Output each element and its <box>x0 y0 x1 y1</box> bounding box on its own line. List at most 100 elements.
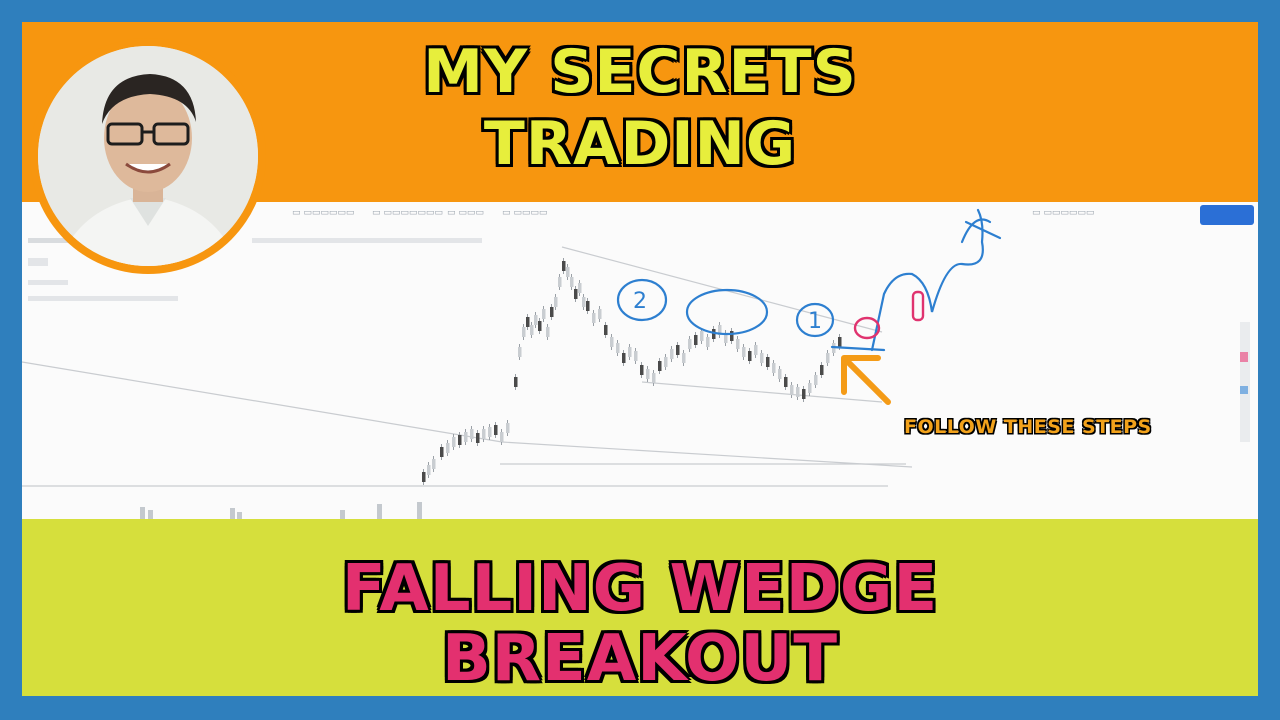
candle-body <box>838 337 842 347</box>
candle-body <box>514 377 518 387</box>
candle-body <box>670 349 674 359</box>
candle-body <box>458 435 462 445</box>
candle-body <box>706 337 710 347</box>
candle-body <box>598 309 602 319</box>
price-scale <box>1240 322 1250 442</box>
candle-body <box>664 357 668 367</box>
bottom-banner: FALLING WEDGE BREAKOUT <box>22 519 1258 696</box>
candle-body <box>534 315 538 325</box>
top-title-line1: MY SECRETS <box>423 37 857 107</box>
candle-body <box>802 389 806 399</box>
pink-step-markers <box>853 290 925 340</box>
pink-target-box <box>911 290 925 322</box>
candle-body <box>476 433 480 443</box>
candle-body <box>530 325 534 335</box>
toolbar-blur: ▭ ▭▭▭▭▭▭ <box>1032 208 1095 218</box>
orange-arrow-icon <box>841 355 891 405</box>
candle-body <box>578 283 582 293</box>
candle-body <box>682 353 686 363</box>
step-label-2: 2 <box>633 289 647 314</box>
candle-body <box>766 357 770 367</box>
candle-body <box>736 339 740 349</box>
candle-body <box>712 329 716 339</box>
blue-step-labels: 2 1 <box>633 289 822 334</box>
candle-body <box>554 297 558 307</box>
step-label-1: 1 <box>808 309 822 334</box>
candle-body <box>570 277 574 287</box>
candle-body <box>452 437 456 447</box>
step-1-circle <box>795 302 835 338</box>
candle-body <box>422 472 426 482</box>
candle-body <box>718 325 722 335</box>
candle-body <box>634 351 638 361</box>
pattern-oval <box>685 288 769 336</box>
candle-body <box>494 425 498 435</box>
candle-body <box>604 325 608 335</box>
candle-body <box>500 432 504 442</box>
candle-body <box>676 345 680 355</box>
candle-body <box>622 353 626 363</box>
candle-body <box>592 313 596 323</box>
thumbnail-frame: MY SECRETS TRADING ▭ ▭▭▭▭▭▭ ▭ ▭▭▭▭▭▭▭ ▭ … <box>22 22 1258 696</box>
candle-body <box>538 321 542 331</box>
candle-body <box>616 343 620 353</box>
candle-body <box>470 429 474 439</box>
price-chart-svg: 2 1 <box>22 208 1250 519</box>
candle-body <box>742 347 746 357</box>
candle-body <box>658 361 662 371</box>
candle-body <box>826 353 830 363</box>
candle-body <box>526 317 530 327</box>
candle-body <box>488 427 492 437</box>
chart-screenshot: ▭ ▭▭▭▭▭▭ ▭ ▭▭▭▭▭▭▭ ▭ ▭▭▭ ▭ ▭▭▭▭ ▭ ▭▭▭▭▭▭ <box>22 202 1258 519</box>
toolbar-blur: ▭ ▭▭▭▭▭▭▭ <box>372 208 443 218</box>
candle-body <box>688 339 692 349</box>
toolbar-blur: ▭ ▭▭▭▭ <box>502 208 548 218</box>
candle-body <box>628 347 632 357</box>
candle-body <box>694 335 698 345</box>
candle-body <box>700 331 704 341</box>
presenter-photo-illustration <box>38 46 258 266</box>
support-lines <box>22 246 913 487</box>
candle-body <box>778 369 782 379</box>
candle-body <box>562 261 566 271</box>
blue-step-markers <box>616 208 1002 352</box>
toolbar-blur: ▭ ▭▭▭ <box>447 208 484 218</box>
candle-body <box>432 459 436 469</box>
candle-body <box>427 465 431 475</box>
candle-body <box>464 432 468 442</box>
volume-bars <box>140 502 422 519</box>
candle-body <box>754 345 758 355</box>
step-2-circle <box>616 278 668 322</box>
candle-body <box>550 307 554 317</box>
candle-body <box>440 447 444 457</box>
candle-body <box>808 383 812 393</box>
bottom-title-line2: BREAKOUT <box>441 622 839 696</box>
pink-breakout-circle <box>853 316 881 340</box>
candle-body <box>748 351 752 361</box>
candle-body <box>522 327 526 337</box>
candle-body <box>610 337 614 347</box>
follow-steps-annotation: FOLLOW THESE STEPS <box>904 416 1152 438</box>
candle-body <box>518 347 522 357</box>
candle-body <box>814 375 818 385</box>
candle-body <box>574 289 578 299</box>
candle-body <box>820 365 824 375</box>
candle-body <box>558 277 562 287</box>
candle-body <box>652 373 656 383</box>
candle-body <box>730 331 734 341</box>
presenter-avatar <box>30 38 266 274</box>
candle-body <box>640 365 644 375</box>
candle-body <box>546 327 550 337</box>
candlesticks <box>422 258 842 485</box>
candle-body <box>506 423 510 433</box>
candle-body <box>542 309 546 319</box>
candle-body <box>724 333 728 343</box>
candle-body <box>646 369 650 379</box>
candle-body <box>582 297 586 307</box>
top-title-line2: TRADING <box>483 109 797 179</box>
publish-button[interactable] <box>1200 205 1254 225</box>
candle-body <box>586 301 590 311</box>
toolbar-blur: ▭ ▭▭▭▭▭▭ <box>292 208 355 218</box>
chart-header-blur <box>28 238 482 301</box>
candle-body <box>772 363 776 373</box>
